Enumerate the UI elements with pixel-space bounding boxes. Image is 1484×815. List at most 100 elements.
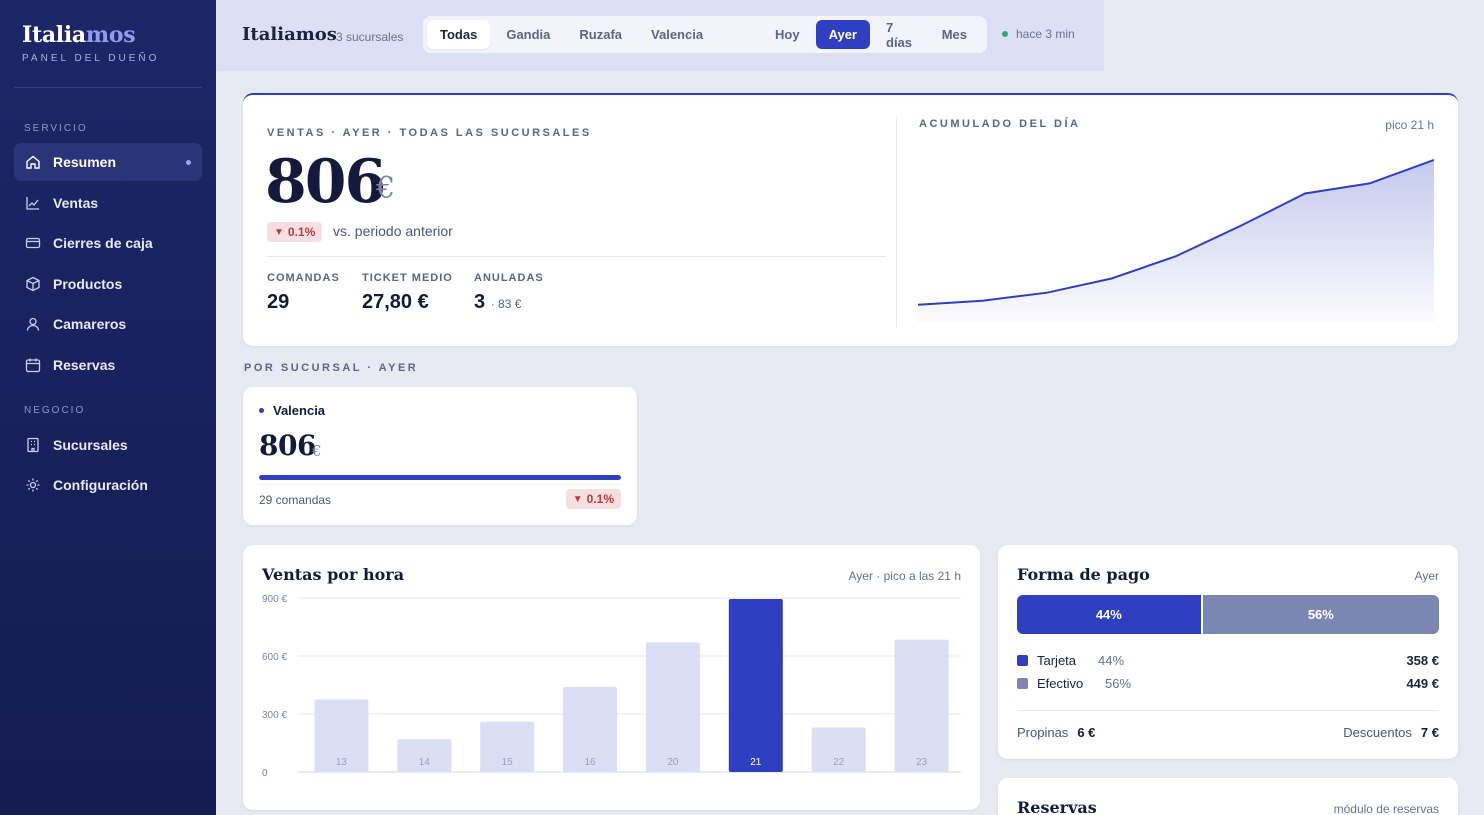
brand-main: Italia [22,22,86,48]
branch-name-text: Valencia [273,403,326,418]
payment-split-bar: 44% 56% [1017,595,1439,634]
branch-change-badge: ▼ 0.1% [565,489,621,509]
reservations-card: Reservas módulo de reservas [998,778,1458,815]
legend-swatch [1017,678,1028,689]
tips-label: Propinas [1017,725,1069,740]
sidebar-item-label: Productos [53,276,123,292]
branch-sales-value: 806 [259,429,316,462]
divider [259,484,621,485]
kpi-voided: 3 · 83 € [474,291,521,314]
kpi-ticket-value: 27,80 € [362,291,429,313]
sales-change-value: 0.1% [287,225,316,239]
hourly-bar-22[interactable] [811,727,866,772]
brand-subtitle: PANEL DEL DUEÑO [22,53,160,64]
sidebar: Italiamos PANEL DEL DUEÑO SERVICIO Resum… [0,0,216,815]
branch-section-title: POR SUCURSAL · AYER [244,362,419,374]
kpi-ticket-label: TICKET MEDIO [362,272,453,284]
payment-method-amount: 449 € [1406,676,1439,691]
sales-change-caption: vs. periodo anterior [333,223,453,239]
branch-tab-todas[interactable]: Todas [427,20,491,49]
chart-line-icon [26,197,39,210]
cumulative-chart-title: ACUMULADO DEL DÍA [919,118,1081,130]
branch-orders: 29 comandas [259,493,332,507]
reservations-title: Reservas [1017,798,1097,815]
sidebar-item-label: Sucursales [53,437,128,453]
sales-total-value: 806 [265,147,386,217]
legend-swatch [1017,655,1028,666]
branch-share-bar [259,475,621,480]
hourly-bar-15[interactable] [480,721,535,772]
y-tick-label: 600 € [262,652,287,663]
sales-summary-card: VENTAS · AYER · TODAS LAS SUCURSALES 806… [243,93,1458,346]
hourly-sales-title: Ventas por hora [262,565,405,584]
branch-card-valencia[interactable]: Valencia 806 € 29 comandas ▼ 0.1% [243,387,637,525]
x-tick-label: 13 [336,757,348,768]
sidebar-item-cierres[interactable]: Cierres de caja [14,224,202,262]
topbar: Italiamos 3 sucursales Todas Gandia Ruza… [216,0,1104,71]
period-tab-mes[interactable]: Mes [941,27,967,42]
x-tick-label: 23 [916,757,928,768]
divider [267,256,886,257]
active-indicator [186,160,191,165]
branch-sales-currency: € [312,442,322,460]
box-icon [26,276,40,292]
payment-note: Ayer [1414,569,1439,583]
kpi-voided-label: ANULADAS [474,272,544,284]
branch-color-dot [259,408,264,413]
page-title: Italiamos [242,24,337,45]
sidebar-item-camareros[interactable]: Camareros [14,305,202,343]
live-status-dot [1002,31,1008,37]
branch-tab-gandia[interactable]: Gandia [506,27,551,42]
hourly-bar-20[interactable] [645,642,700,772]
sidebar-item-configuracion[interactable]: Configuración [14,466,202,504]
period-tab-7dias[interactable]: 7 días [886,19,913,50]
x-tick-label: 14 [419,757,431,768]
x-tick-label: 22 [833,757,845,768]
x-tick-label: 15 [502,757,514,768]
payment-method-card: Forma de pago Ayer 44% 56% Tarjeta 44% 3… [998,545,1458,759]
branch-name: Valencia [259,403,325,418]
cumulative-series-line [918,158,1434,306]
sidebar-item-label: Configuración [53,477,148,493]
sidebar-item-resumen[interactable]: Resumen [14,143,202,181]
payment-method-pct: 44% [1098,653,1125,668]
section-label-negocio: NEGOCIO [24,405,86,416]
arrow-down-icon: ▼ [572,493,583,505]
payment-row-card: Tarjeta 44% 358 € [1017,652,1439,670]
sales-total-currency: € [376,171,396,206]
y-tick-label: 900 € [262,594,287,605]
branch-tab-valencia[interactable]: Valencia [651,27,704,42]
brand-logo[interactable]: Italiamos [22,22,136,48]
user-icon [26,317,40,331]
brand-accent: mos [85,22,136,48]
x-tick-label: 20 [667,757,679,768]
sidebar-item-productos[interactable]: Productos [14,265,202,303]
last-updated-text: hace 3 min [1016,27,1075,41]
branch-count: 3 sucursales [336,30,404,44]
branch-share-fill [259,475,621,480]
period-tab-hoy[interactable]: Hoy [775,27,800,42]
x-tick-label: 16 [585,757,597,768]
hourly-bar-16[interactable] [563,686,618,772]
sidebar-item-ventas[interactable]: Ventas [14,184,202,222]
kpi-voided-value: 3 [474,291,486,313]
tips: Propinas 6 € [1017,725,1095,740]
hourly-bar-21[interactable] [728,598,783,772]
sidebar-item-reservas[interactable]: Reservas [14,346,202,384]
hourly-sales-note: Ayer · pico a las 21 h [848,569,961,583]
hourly-bar-13[interactable] [314,699,369,773]
sidebar-item-label: Ventas [53,195,99,211]
hourly-bar-14[interactable] [397,739,452,772]
hourly-bar-23[interactable] [894,639,949,772]
payment-row-cash: Efectivo 56% 449 € [1017,675,1439,693]
period-tab-ayer[interactable]: Ayer [815,20,870,49]
hourly-sales-card: Ventas por hora Ayer · pico a las 21 h 9… [243,545,980,810]
calendar-icon [25,358,41,373]
sidebar-item-sucursales[interactable]: Sucursales [14,426,202,464]
branch-tab-ruzafa[interactable]: Ruzafa [579,27,623,42]
vertical-divider [896,117,897,327]
cumulative-area-chart [918,158,1434,323]
credit-card-icon [25,237,41,249]
payment-title: Forma de pago [1017,565,1150,584]
period-filter: Hoy Ayer 7 días Mes [758,16,987,53]
